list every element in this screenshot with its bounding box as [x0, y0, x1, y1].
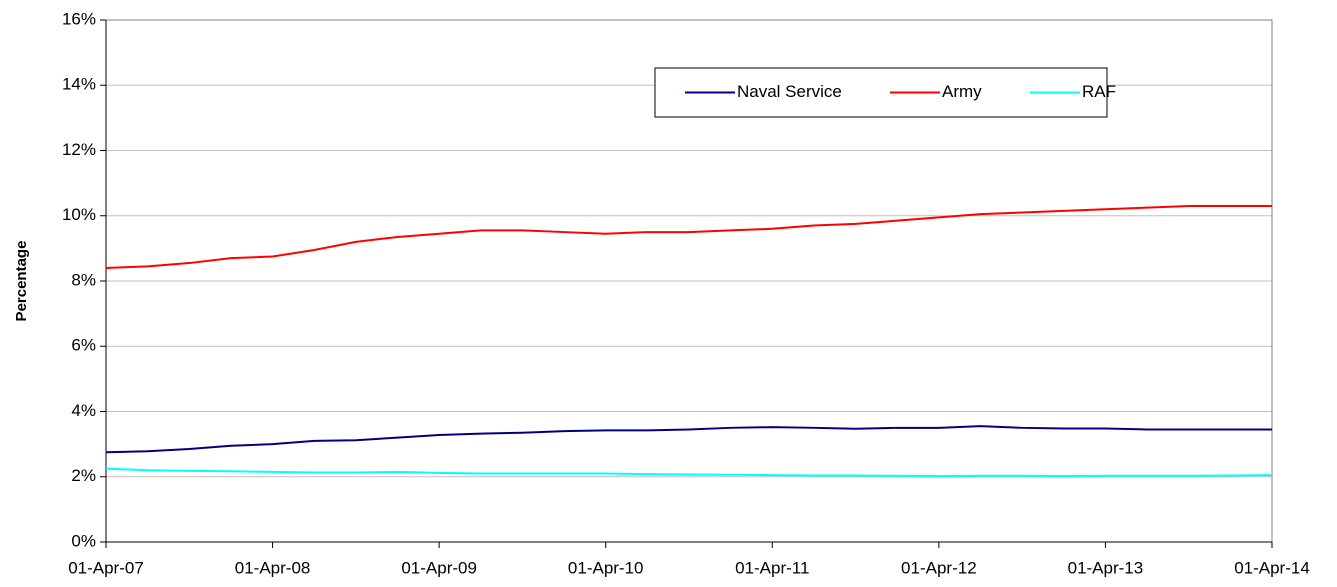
x-tick-label: 01-Apr-14: [1234, 558, 1310, 577]
x-tick-label: 01-Apr-13: [1068, 558, 1144, 577]
y-tick-label: 0%: [71, 531, 96, 550]
y-tick-label: 16%: [62, 9, 96, 28]
x-tick-label: 01-Apr-08: [235, 558, 311, 577]
x-tick-label: 01-Apr-09: [401, 558, 477, 577]
y-tick-label: 6%: [71, 336, 96, 355]
legend-label: Army: [942, 82, 982, 101]
series-line: [105, 467, 1273, 478]
y-tick-label: 14%: [62, 75, 96, 94]
y-tick-label: 2%: [71, 466, 96, 485]
legend-label: RAF: [1082, 82, 1116, 101]
y-tick-label: 10%: [62, 205, 96, 224]
y-tick-label: 4%: [71, 401, 96, 420]
x-tick-label: 01-Apr-11: [735, 558, 809, 577]
x-tick-label: 01-Apr-12: [901, 558, 977, 577]
y-tick-label: 12%: [62, 140, 96, 159]
legend-label: Naval Service: [737, 82, 842, 101]
series-line: [105, 425, 1272, 454]
y-axis-label: Percentage: [13, 241, 30, 322]
series-line: [105, 204, 1272, 269]
x-tick-label: 01-Apr-10: [568, 558, 644, 577]
y-tick-label: 8%: [71, 270, 96, 289]
x-tick-label: 01-Apr-07: [68, 558, 144, 577]
